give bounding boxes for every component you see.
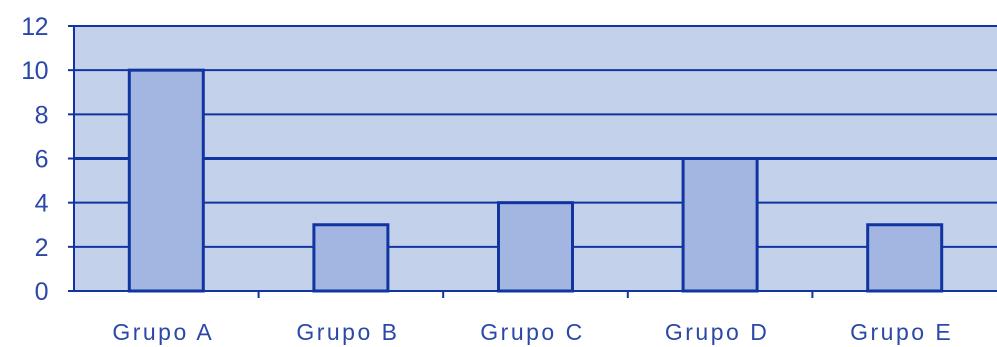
bar-grupo-e	[866, 223, 944, 293]
y-tick-label: 10	[21, 57, 48, 85]
y-tick-label: 6	[35, 146, 48, 174]
x-category-label: Grupo C	[480, 319, 584, 345]
bar-grupo-c	[497, 201, 574, 293]
x-category-label: Grupo E	[850, 319, 953, 345]
y-tick-label: 12	[21, 13, 48, 41]
y-axis-ticks: 0 2 4 6 8 10 12	[21, 13, 74, 306]
x-axis-labels: Grupo A Grupo B Grupo C Grupo D Grupo E	[112, 319, 953, 345]
y-tick-label: 2	[35, 234, 48, 262]
x-category-label: Grupo B	[296, 319, 399, 345]
y-tick-label: 0	[35, 278, 48, 306]
bar-grupo-b	[312, 223, 390, 293]
bar-grupo-a	[127, 68, 205, 293]
x-category-label: Grupo D	[665, 319, 769, 345]
bars	[127, 68, 944, 293]
y-tick-label: 8	[35, 101, 48, 129]
bar-grupo-d	[681, 157, 759, 293]
y-tick-label: 4	[35, 190, 49, 218]
x-category-label: Grupo A	[112, 319, 214, 345]
